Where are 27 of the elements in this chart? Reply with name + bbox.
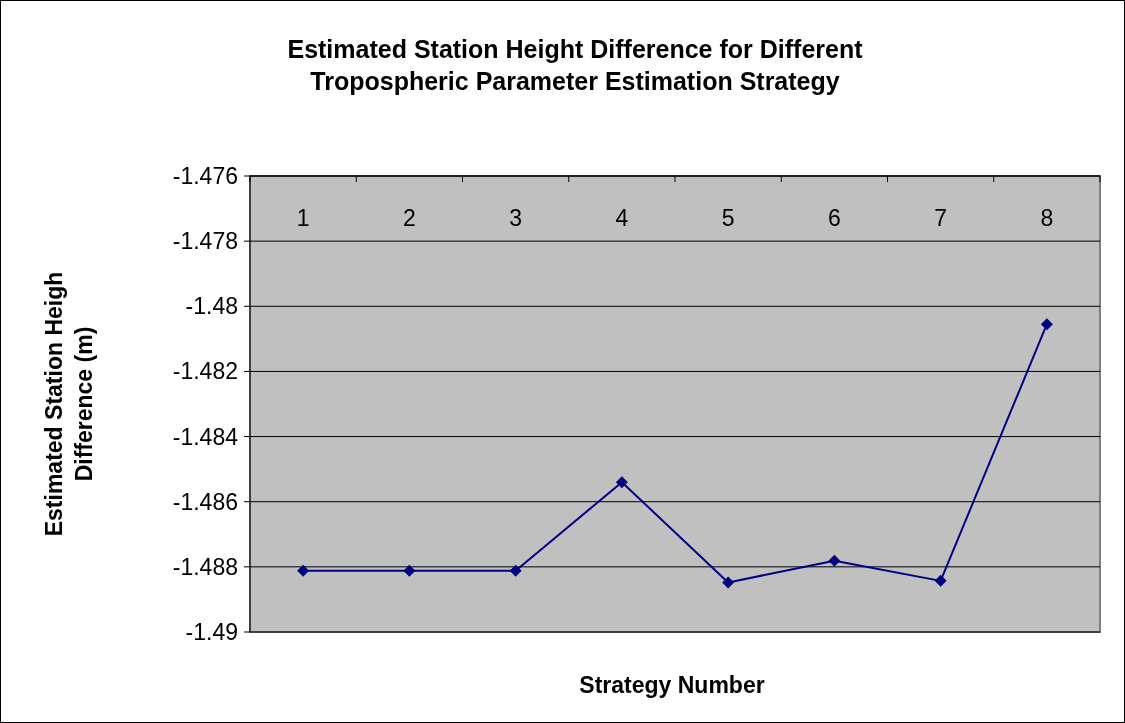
point: [297, 564, 310, 577]
point: [934, 574, 947, 587]
point: [1040, 318, 1053, 331]
y-tick-label: -1.49: [185, 619, 238, 646]
y-axis-title: Estimated Station Heigh Difference (m): [41, 271, 97, 537]
y-tick-label: -1.482: [172, 358, 238, 385]
x-tick-label: 4: [615, 205, 629, 231]
point: [828, 554, 841, 567]
y-tick-label: -1.488: [172, 553, 238, 580]
chart-title: Estimated Station Height Difference for Different Tropospheric Parameter Estimation Strategy: [287, 35, 864, 95]
y-tick-label: -1.486: [172, 488, 238, 515]
point: [403, 564, 416, 577]
x-tick-label: 6: [827, 205, 841, 231]
x-tick-label: 5: [721, 205, 735, 231]
y-tick-label: -1.476: [172, 163, 238, 190]
x-tick-label: 8: [1040, 205, 1054, 231]
point: [615, 476, 628, 489]
x-axis-title: Strategy Number: [579, 672, 765, 698]
y-tick-label: -1.478: [172, 228, 238, 255]
point: [509, 564, 522, 577]
x-tick-label: 3: [509, 205, 523, 231]
x-tick-label: 2: [402, 205, 416, 231]
point: [722, 576, 735, 589]
y-tick-label: -1.48: [185, 293, 238, 320]
y-tick-label: -1.484: [172, 423, 239, 450]
x-tick-label: 1: [296, 205, 310, 231]
x-tick-label: 7: [934, 205, 948, 231]
